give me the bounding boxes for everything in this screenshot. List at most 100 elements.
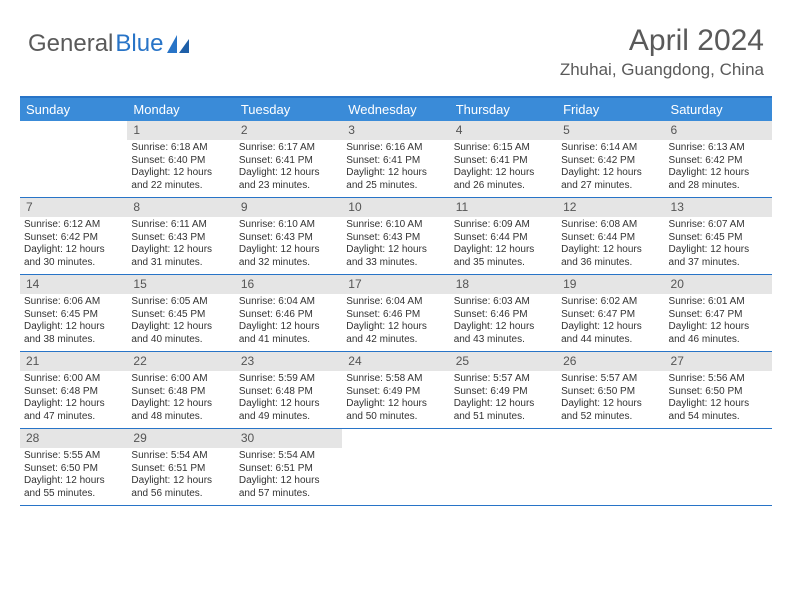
daylight-text: Daylight: 12 hours and 27 minutes. <box>561 167 660 192</box>
sunrise-text: Sunrise: 6:09 AM <box>454 219 553 232</box>
day-number: 26 <box>557 352 664 371</box>
day-body: Sunrise: 5:55 AMSunset: 6:50 PMDaylight:… <box>20 448 127 504</box>
logo-sail-icon <box>167 35 189 53</box>
sunrise-text: Sunrise: 6:14 AM <box>561 142 660 155</box>
day-number: 19 <box>557 275 664 294</box>
day-body: Sunrise: 6:11 AMSunset: 6:43 PMDaylight:… <box>127 217 234 273</box>
day-number: 10 <box>342 198 449 217</box>
day-cell: 21Sunrise: 6:00 AMSunset: 6:48 PMDayligh… <box>20 352 127 428</box>
daylight-text: Daylight: 12 hours and 56 minutes. <box>131 475 230 500</box>
sunrise-text: Sunrise: 5:58 AM <box>346 373 445 386</box>
day-body: Sunrise: 5:59 AMSunset: 6:48 PMDaylight:… <box>235 371 342 427</box>
daylight-text: Daylight: 12 hours and 40 minutes. <box>131 321 230 346</box>
sunset-text: Sunset: 6:42 PM <box>669 155 768 168</box>
day-cell <box>342 429 449 505</box>
day-number: 11 <box>450 198 557 217</box>
daylight-text: Daylight: 12 hours and 26 minutes. <box>454 167 553 192</box>
daylight-text: Daylight: 12 hours and 38 minutes. <box>24 321 123 346</box>
sunset-text: Sunset: 6:51 PM <box>239 463 338 476</box>
daylight-text: Daylight: 12 hours and 36 minutes. <box>561 244 660 269</box>
daylight-text: Daylight: 12 hours and 42 minutes. <box>346 321 445 346</box>
sunrise-text: Sunrise: 5:57 AM <box>454 373 553 386</box>
daylight-text: Daylight: 12 hours and 35 minutes. <box>454 244 553 269</box>
location-text: Zhuhai, Guangdong, China <box>560 60 764 80</box>
daylight-text: Daylight: 12 hours and 41 minutes. <box>239 321 338 346</box>
sunset-text: Sunset: 6:51 PM <box>131 463 230 476</box>
day-body: Sunrise: 6:03 AMSunset: 6:46 PMDaylight:… <box>450 294 557 350</box>
sunrise-text: Sunrise: 6:10 AM <box>239 219 338 232</box>
dow-cell: Monday <box>127 98 234 121</box>
day-number: 6 <box>665 121 772 140</box>
sunset-text: Sunset: 6:45 PM <box>131 309 230 322</box>
day-number: 1 <box>127 121 234 140</box>
day-body: Sunrise: 6:17 AMSunset: 6:41 PMDaylight:… <box>235 140 342 196</box>
daylight-text: Daylight: 12 hours and 54 minutes. <box>669 398 768 423</box>
sunrise-text: Sunrise: 6:06 AM <box>24 296 123 309</box>
day-number: 3 <box>342 121 449 140</box>
day-body: Sunrise: 6:08 AMSunset: 6:44 PMDaylight:… <box>557 217 664 273</box>
day-body: Sunrise: 6:04 AMSunset: 6:46 PMDaylight:… <box>342 294 449 350</box>
day-body: Sunrise: 6:13 AMSunset: 6:42 PMDaylight:… <box>665 140 772 196</box>
day-number: 23 <box>235 352 342 371</box>
day-number: 21 <box>20 352 127 371</box>
sunset-text: Sunset: 6:43 PM <box>239 232 338 245</box>
day-number: 28 <box>20 429 127 448</box>
day-body: Sunrise: 5:57 AMSunset: 6:50 PMDaylight:… <box>557 371 664 427</box>
sunset-text: Sunset: 6:43 PM <box>131 232 230 245</box>
sunrise-text: Sunrise: 6:15 AM <box>454 142 553 155</box>
day-cell: 9Sunrise: 6:10 AMSunset: 6:43 PMDaylight… <box>235 198 342 274</box>
day-cell: 12Sunrise: 6:08 AMSunset: 6:44 PMDayligh… <box>557 198 664 274</box>
sunset-text: Sunset: 6:50 PM <box>24 463 123 476</box>
day-body: Sunrise: 6:10 AMSunset: 6:43 PMDaylight:… <box>235 217 342 273</box>
sunrise-text: Sunrise: 6:04 AM <box>346 296 445 309</box>
sunrise-text: Sunrise: 6:04 AM <box>239 296 338 309</box>
daylight-text: Daylight: 12 hours and 23 minutes. <box>239 167 338 192</box>
day-cell: 13Sunrise: 6:07 AMSunset: 6:45 PMDayligh… <box>665 198 772 274</box>
sunrise-text: Sunrise: 6:00 AM <box>131 373 230 386</box>
day-number: 14 <box>20 275 127 294</box>
sunset-text: Sunset: 6:47 PM <box>669 309 768 322</box>
day-cell: 14 Sunrise: 6:06 AMSunset: 6:45 PMDayligh… <box>20 275 127 351</box>
sunset-text: Sunset: 6:45 PM <box>24 309 123 322</box>
day-number: 13 <box>665 198 772 217</box>
sunset-text: Sunset: 6:48 PM <box>24 386 123 399</box>
week-row: 1Sunrise: 6:18 AMSunset: 6:40 PMDaylight… <box>20 121 772 198</box>
day-body: Sunrise: 6:00 AMSunset: 6:48 PMDaylight:… <box>127 371 234 427</box>
day-cell: 24Sunrise: 5:58 AMSunset: 6:49 PMDayligh… <box>342 352 449 428</box>
sunrise-text: Sunrise: 6:03 AM <box>454 296 553 309</box>
header: General Blue April 2024 Zhuhai, Guangdon… <box>0 0 792 88</box>
sunrise-text: Sunrise: 6:17 AM <box>239 142 338 155</box>
day-body: Sunrise: 5:54 AMSunset: 6:51 PMDaylight:… <box>127 448 234 504</box>
daylight-text: Daylight: 12 hours and 57 minutes. <box>239 475 338 500</box>
sunset-text: Sunset: 6:41 PM <box>346 155 445 168</box>
day-number: 30 <box>235 429 342 448</box>
day-number: 25 <box>450 352 557 371</box>
daylight-text: Daylight: 12 hours and 37 minutes. <box>669 244 768 269</box>
dow-cell: Sunday <box>20 98 127 121</box>
day-body: Sunrise: 6:09 AMSunset: 6:44 PMDaylight:… <box>450 217 557 273</box>
day-body: Sunrise: 6:15 AMSunset: 6:41 PMDaylight:… <box>450 140 557 196</box>
sunrise-text: Sunrise: 6:02 AM <box>561 296 660 309</box>
day-cell: 19Sunrise: 6:02 AMSunset: 6:47 PMDayligh… <box>557 275 664 351</box>
day-cell: 26Sunrise: 5:57 AMSunset: 6:50 PMDayligh… <box>557 352 664 428</box>
sunrise-text: Sunrise: 6:08 AM <box>561 219 660 232</box>
day-cell: 6Sunrise: 6:13 AMSunset: 6:42 PMDaylight… <box>665 121 772 197</box>
sunrise-text: Sunrise: 6:07 AM <box>669 219 768 232</box>
dow-cell: Wednesday <box>342 98 449 121</box>
day-cell: 3Sunrise: 6:16 AMSunset: 6:41 PMDaylight… <box>342 121 449 197</box>
sunrise-text: Sunrise: 5:57 AM <box>561 373 660 386</box>
day-cell: 23Sunrise: 5:59 AMSunset: 6:48 PMDayligh… <box>235 352 342 428</box>
sunset-text: Sunset: 6:41 PM <box>239 155 338 168</box>
day-cell: 27Sunrise: 5:56 AMSunset: 6:50 PMDayligh… <box>665 352 772 428</box>
day-body: Sunrise: 5:57 AMSunset: 6:49 PMDaylight:… <box>450 371 557 427</box>
sunset-text: Sunset: 6:48 PM <box>239 386 338 399</box>
daylight-text: Daylight: 12 hours and 25 minutes. <box>346 167 445 192</box>
daylight-text: Daylight: 12 hours and 55 minutes. <box>24 475 123 500</box>
sunset-text: Sunset: 6:50 PM <box>669 386 768 399</box>
day-body: Sunrise: 6:04 AMSunset: 6:46 PMDaylight:… <box>235 294 342 350</box>
day-body: Sunrise: 6:12 AMSunset: 6:42 PMDaylight:… <box>20 217 127 273</box>
day-number: 12 <box>557 198 664 217</box>
day-cell: 22Sunrise: 6:00 AMSunset: 6:48 PMDayligh… <box>127 352 234 428</box>
day-cell: 10Sunrise: 6:10 AMSunset: 6:43 PMDayligh… <box>342 198 449 274</box>
day-body: Sunrise: 5:58 AMSunset: 6:49 PMDaylight:… <box>342 371 449 427</box>
